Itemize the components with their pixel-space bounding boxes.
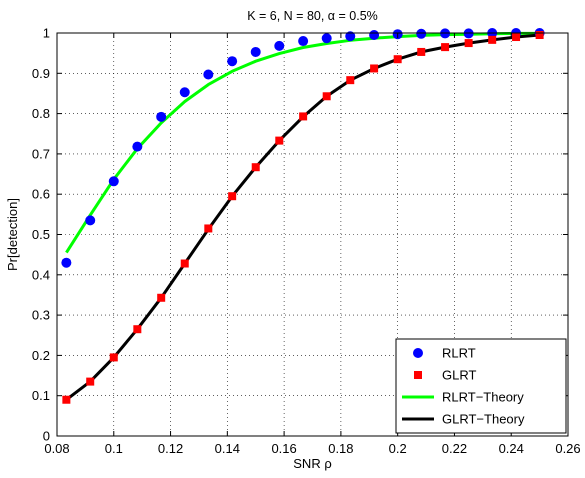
x-tick-label: 0.2 bbox=[389, 441, 407, 456]
x-tick-label: 0.1 bbox=[105, 441, 123, 456]
point-glrt bbox=[512, 33, 521, 42]
x-tick-label: 0.12 bbox=[158, 441, 183, 456]
legend-marker-glrt bbox=[414, 371, 422, 379]
legend-label-glrt-theory: GLRT−Theory bbox=[442, 412, 525, 427]
point-glrt bbox=[86, 377, 95, 386]
point-glrt bbox=[417, 47, 426, 56]
y-tick-label: 0.6 bbox=[32, 187, 50, 202]
point-rlrt bbox=[85, 215, 96, 226]
point-rlrt bbox=[179, 87, 190, 98]
legend: RLRT GLRT RLRT−Theory GLRT−Theory bbox=[395, 338, 567, 434]
point-glrt bbox=[275, 136, 284, 145]
point-rlrt bbox=[416, 28, 427, 39]
legend-label-glrt: GLRT bbox=[442, 368, 476, 383]
point-glrt bbox=[393, 55, 402, 64]
point-rlrt bbox=[321, 33, 332, 44]
point-rlrt bbox=[345, 31, 356, 42]
point-glrt bbox=[204, 224, 213, 233]
point-glrt bbox=[535, 31, 544, 40]
point-glrt bbox=[346, 76, 355, 85]
point-glrt bbox=[251, 163, 260, 172]
legend-label-rlrt: RLRT bbox=[442, 346, 476, 361]
y-tick-label: 1 bbox=[43, 26, 50, 41]
y-axis-label: Pr[detection] bbox=[5, 198, 20, 271]
point-glrt bbox=[299, 112, 308, 121]
point-rlrt bbox=[298, 36, 309, 47]
legend-label-rlrt-theory: RLRT−Theory bbox=[442, 390, 524, 405]
y-tick-label: 0.1 bbox=[32, 388, 50, 403]
y-tick-label: 0.5 bbox=[32, 227, 50, 242]
point-rlrt bbox=[108, 176, 119, 187]
x-tick-label: 0.08 bbox=[44, 441, 69, 456]
y-tick-label: 0.7 bbox=[32, 146, 50, 161]
point-rlrt bbox=[227, 56, 238, 67]
y-tick-label: 0.9 bbox=[32, 66, 50, 81]
y-tick-label: 0.2 bbox=[32, 348, 50, 363]
point-rlrt bbox=[203, 69, 214, 80]
legend-marker-rlrt bbox=[413, 348, 423, 358]
ticks: 0.08 0.1 0.12 0.14 0.16 0.18 0.2 0.22 0.24 0.26 0 0… bbox=[32, 26, 581, 457]
point-glrt bbox=[464, 39, 473, 48]
x-tick-label: 0.14 bbox=[215, 441, 240, 456]
point-rlrt bbox=[61, 257, 72, 268]
point-glrt bbox=[62, 395, 71, 404]
point-rlrt bbox=[369, 30, 380, 41]
x-tick-label: 0.16 bbox=[271, 441, 296, 456]
y-tick-label: 0.3 bbox=[32, 308, 50, 323]
point-glrt bbox=[441, 43, 450, 52]
series-line-rlrt-theory bbox=[65, 31, 540, 254]
y-tick-label: 0.8 bbox=[32, 106, 50, 121]
x-tick-label: 0.24 bbox=[499, 441, 524, 456]
point-glrt bbox=[133, 325, 142, 334]
x-tick-label: 0.22 bbox=[442, 441, 467, 456]
x-axis-label: SNR ρ bbox=[293, 456, 331, 471]
point-rlrt bbox=[274, 40, 285, 51]
point-rlrt bbox=[132, 141, 143, 152]
point-rlrt bbox=[250, 46, 261, 57]
point-glrt bbox=[322, 92, 331, 101]
point-glrt bbox=[370, 64, 379, 73]
y-tick-label: 0 bbox=[43, 429, 50, 444]
chart-title: K = 6, N = 80, α = 0.5% bbox=[247, 9, 378, 23]
legend-box bbox=[395, 338, 567, 434]
series-layer bbox=[61, 28, 545, 404]
point-glrt bbox=[228, 192, 237, 201]
point-glrt bbox=[180, 259, 189, 268]
point-glrt bbox=[109, 353, 118, 362]
x-tick-label: 0.18 bbox=[328, 441, 353, 456]
x-tick-label: 0.26 bbox=[555, 441, 580, 456]
point-glrt bbox=[488, 35, 497, 44]
point-rlrt bbox=[156, 111, 167, 122]
point-glrt bbox=[157, 293, 166, 302]
y-tick-label: 0.4 bbox=[32, 267, 50, 282]
